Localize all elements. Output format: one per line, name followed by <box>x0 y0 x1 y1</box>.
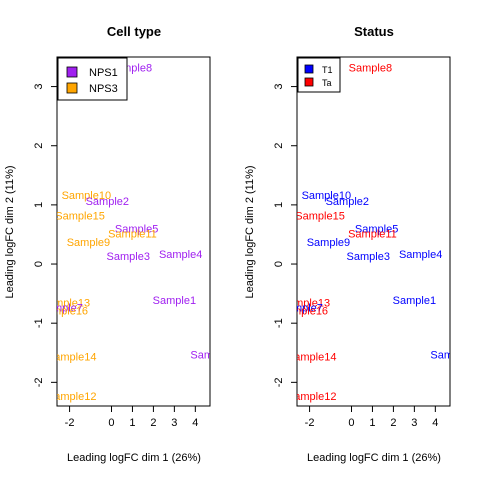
point-label: Sample5 <box>115 224 158 236</box>
point-label: Sample14 <box>287 351 337 363</box>
legend-box <box>297 57 341 93</box>
point-label: Sample9 <box>307 237 350 249</box>
point-label: Sample12 <box>287 391 337 403</box>
x-tick-label: 0 <box>348 417 354 429</box>
point-label: Sample8 <box>349 63 392 75</box>
x-tick-label: 3 <box>171 417 177 429</box>
x-axis: -2 0 1 2 3 4 <box>65 406 198 429</box>
legend: T1 Ta <box>297 57 341 93</box>
point-label: Sample2 <box>86 196 129 208</box>
panel-status: Status Leading logFC dim 1 (26%) Leading… <box>244 24 473 464</box>
point-label: Sample10 <box>62 190 112 202</box>
y-tick-label: 2 <box>33 143 45 149</box>
y-tick-label: -2 <box>33 377 45 387</box>
point-label: Sample13 <box>281 298 331 310</box>
y-axis: -2 -1 0 1 2 3 <box>33 84 57 387</box>
y-tick-label: 3 <box>273 84 285 90</box>
point-label: Sample15 <box>295 211 345 223</box>
point-label: Sample7 <box>279 302 322 314</box>
x-tick-label: -2 <box>65 417 75 429</box>
x-tick-label: 3 <box>411 417 417 429</box>
point-label: Sample1 <box>153 295 196 307</box>
x-tick-label: 2 <box>150 417 156 429</box>
panel-title: Cell type <box>107 24 161 39</box>
y-tick-label: 1 <box>273 202 285 208</box>
legend-key-ta <box>304 77 314 87</box>
y-tick-label: -1 <box>273 318 285 328</box>
panel-title: Status <box>354 24 394 39</box>
point-label: Sample6 <box>430 350 473 362</box>
x-tick-label: 4 <box>192 417 198 429</box>
point-label: Sample11 <box>108 228 157 240</box>
x-axis-label: Leading logFC dim 1 (26%) <box>307 452 441 464</box>
y-axis-label: Leading logFC dim 2 (11%) <box>244 165 256 298</box>
legend-label-nps1: NPS1 <box>89 67 118 79</box>
legend-label-t1: T1 <box>322 65 333 75</box>
point-label: Sample4 <box>399 249 442 261</box>
x-axis: -2 0 1 2 3 4 <box>305 406 438 429</box>
legend-key-nps1 <box>66 66 78 78</box>
point-label: Sample8 <box>109 63 152 75</box>
point-label: Sample16 <box>39 305 89 317</box>
plot-area: Sample8Sample10Sample2Sample15Sample5Sam… <box>279 63 473 403</box>
legend-label-nps3: NPS3 <box>89 83 118 95</box>
point-label: Sample14 <box>47 351 97 363</box>
legend: NPS1 NPS3 <box>57 57 128 101</box>
x-tick-label: 1 <box>369 417 375 429</box>
point-label: Sample9 <box>67 237 110 249</box>
point-label: Sample15 <box>55 211 105 223</box>
x-tick-label: 2 <box>390 417 396 429</box>
y-tick-label: 0 <box>33 261 45 267</box>
x-axis-label: Leading logFC dim 1 (26%) <box>67 452 201 464</box>
point-label: Sample6 <box>190 350 233 362</box>
legend-key-nps3 <box>66 82 78 94</box>
point-label: Sample16 <box>279 305 329 317</box>
y-tick-label: -1 <box>33 318 45 328</box>
panel-cell-type: Cell type Leading logFC dim 1 (26%) Lead… <box>4 24 233 464</box>
plot-area: Sample8Sample10Sample2Sample15Sample5Sam… <box>39 63 233 403</box>
plot-frame <box>296 56 451 407</box>
point-label: Sample2 <box>326 196 369 208</box>
point-label: Sample5 <box>355 224 398 236</box>
point-label: Sample3 <box>107 251 150 263</box>
legend-key-t1 <box>304 64 314 74</box>
point-label: Sample7 <box>39 302 82 314</box>
plot-frame <box>56 56 211 407</box>
x-tick-label: 4 <box>432 417 438 429</box>
point-label: Sample10 <box>302 190 352 202</box>
point-label: Sample4 <box>159 249 202 261</box>
y-axis-label: Leading logFC dim 2 (11%) <box>4 165 16 298</box>
y-tick-label: 1 <box>33 202 45 208</box>
point-label: Sample1 <box>393 295 436 307</box>
y-tick-label: 2 <box>273 143 285 149</box>
legend-label-ta: Ta <box>322 78 332 88</box>
point-label: Sample11 <box>348 228 397 240</box>
x-tick-label: -2 <box>305 417 315 429</box>
x-tick-label: 0 <box>108 417 114 429</box>
y-axis: -2 -1 0 1 2 3 <box>273 84 297 387</box>
y-tick-label: 3 <box>33 84 45 90</box>
point-label: Sample12 <box>47 391 97 403</box>
y-tick-label: -2 <box>273 377 285 387</box>
point-label: Sample13 <box>41 298 91 310</box>
point-label: Sample3 <box>347 251 390 263</box>
x-tick-label: 1 <box>129 417 135 429</box>
y-tick-label: 0 <box>273 261 285 267</box>
